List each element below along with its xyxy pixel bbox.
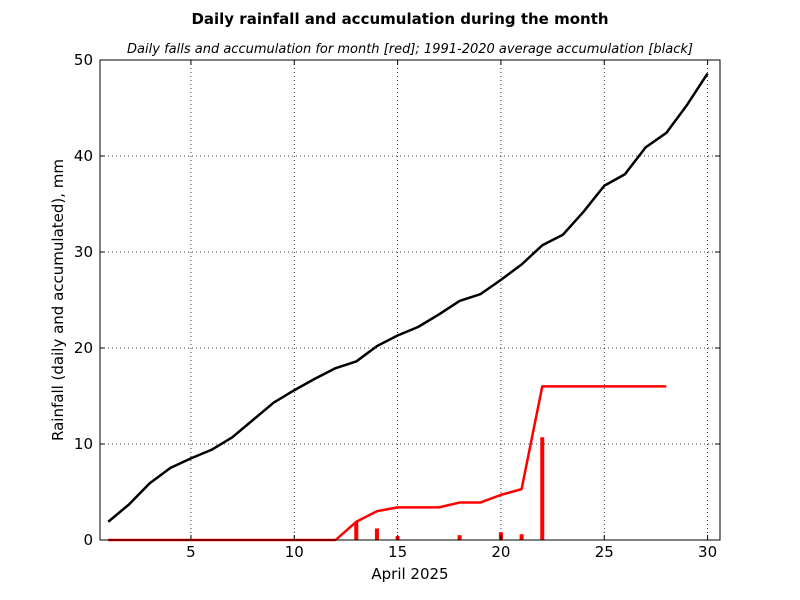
- y-tick-label: 30: [74, 243, 93, 261]
- plot-frame: [99, 59, 721, 541]
- daily-fall-bar: [540, 437, 545, 540]
- chart-title: Daily rainfall and accumulation during t…: [191, 10, 608, 28]
- daily-fall-bar: [354, 521, 359, 540]
- x-tick-label: 25: [595, 543, 614, 561]
- y-tick-label: 10: [74, 435, 93, 453]
- x-axis-label: April 2025: [371, 565, 448, 583]
- x-tick-label: 30: [698, 543, 717, 561]
- y-axis-label: Rainfall (daily and accumulated), mm: [49, 159, 67, 441]
- daily-fall-bar: [519, 534, 524, 540]
- y-tick-label: 20: [74, 339, 93, 357]
- y-tick-label: 0: [83, 531, 93, 549]
- x-tick-label: 20: [491, 543, 510, 561]
- x-tick-label: 15: [388, 543, 407, 561]
- x-tick-label: 5: [186, 543, 196, 561]
- x-tick-label: 10: [285, 543, 304, 561]
- y-tick-label: 50: [74, 51, 93, 69]
- accumulation-lines: [107, 72, 709, 542]
- y-tick-label: 40: [74, 147, 93, 165]
- daily-fall-bar: [374, 528, 379, 540]
- chart-subtitle: Daily falls and accumulation for month […: [127, 42, 693, 57]
- daily-fall-bar: [457, 535, 462, 540]
- grid: [100, 59, 720, 541]
- daily-falls-bars: [354, 437, 545, 540]
- axis-ticks: 5 10 15 20 25 30 0 10 20 30 40 50: [74, 51, 720, 561]
- month-accumulation-line: [108, 385, 667, 542]
- average-accumulation-line: [107, 72, 709, 523]
